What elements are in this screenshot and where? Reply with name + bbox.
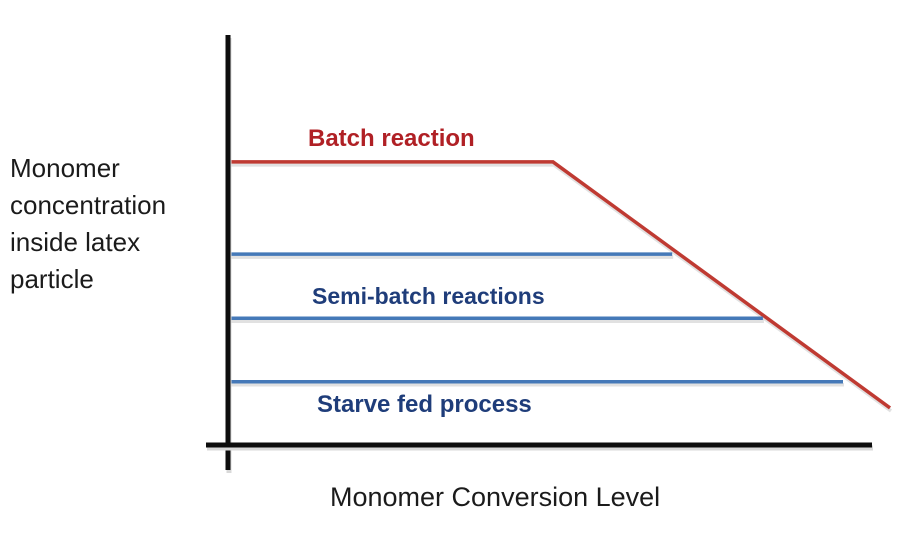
series-line-0	[228, 160, 892, 410]
x-axis-label: Monomer Conversion Level	[330, 482, 661, 512]
series-label-batch-reaction: Batch reaction	[308, 125, 475, 152]
series-label-starve-fed-process: Starve fed process	[317, 391, 532, 418]
y-axis-label: Monomer concentration inside latex parti…	[10, 153, 167, 294]
series-label-semi-batch-reactions: Semi-batch reactions	[312, 283, 545, 309]
